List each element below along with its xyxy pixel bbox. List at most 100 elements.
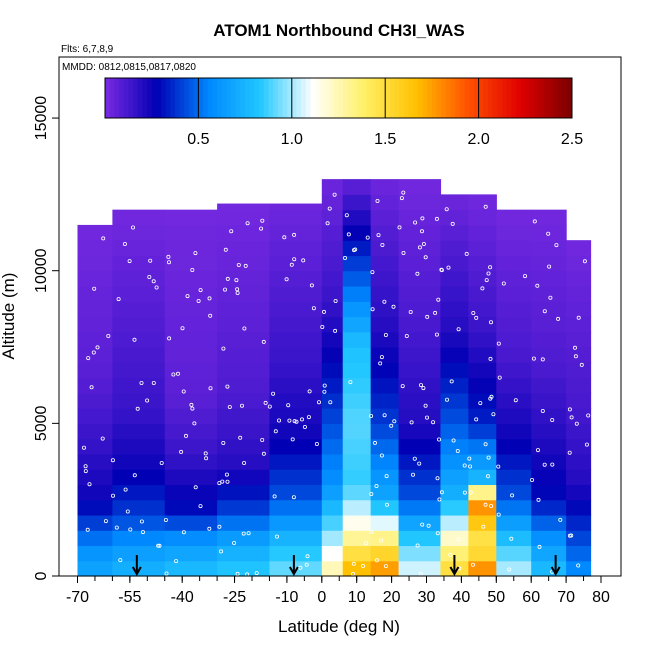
heat-cell <box>440 499 469 516</box>
sample-point <box>558 517 563 522</box>
heat-cell <box>269 545 323 562</box>
sample-point <box>307 389 312 394</box>
colorbar-segment <box>473 78 480 118</box>
heat-cell <box>440 484 469 501</box>
heat-cell <box>269 316 323 333</box>
colorbar-segment <box>525 78 531 118</box>
heat-cell <box>321 331 344 348</box>
sample-point <box>238 435 243 440</box>
colorbar-segment <box>263 78 269 118</box>
sample-point <box>439 268 444 273</box>
colorbar-segment <box>282 78 288 118</box>
heat-cell <box>77 301 113 318</box>
sample-point <box>401 190 406 195</box>
heat-cell <box>370 224 400 241</box>
sample-point <box>208 386 213 391</box>
heat-cell <box>112 392 166 409</box>
heat-cell <box>496 255 532 272</box>
sample-point <box>92 286 97 291</box>
sample-point <box>425 314 430 319</box>
heat-cell <box>370 453 400 470</box>
x-axis-label: Latitude (deg N) <box>278 617 400 636</box>
sample-point <box>540 357 545 362</box>
heat-cell <box>164 438 218 455</box>
heat-cell <box>342 194 372 211</box>
sample-point <box>537 544 542 549</box>
sample-point <box>261 451 266 456</box>
colorbar-segment <box>389 78 396 118</box>
heat-cell <box>531 270 567 287</box>
heat-cell <box>77 362 113 379</box>
colorbar-segment <box>445 78 452 118</box>
sample-point <box>289 262 294 267</box>
heat-cell <box>269 270 323 287</box>
heat-cell <box>370 514 400 531</box>
colorbar-segment <box>151 78 157 118</box>
heat-cell <box>217 285 271 302</box>
heat-cell <box>566 347 592 363</box>
sample-point <box>462 490 467 495</box>
sample-point <box>145 398 150 403</box>
heat-cell <box>164 240 218 257</box>
heat-cell <box>440 438 469 455</box>
heat-cell <box>531 301 567 318</box>
heat-cell <box>370 408 400 424</box>
heat-cell <box>566 484 592 501</box>
sample-point <box>242 460 247 465</box>
sample-point <box>95 345 100 350</box>
sample-point <box>370 307 375 312</box>
colorbar-segment <box>543 78 550 118</box>
y-tick-label: 0 <box>33 571 50 580</box>
colorbar-segment <box>245 78 251 118</box>
sample-point <box>246 531 251 536</box>
sample-point <box>372 440 377 445</box>
sample-point <box>497 375 502 380</box>
heat-cell <box>566 408 592 424</box>
heat-cell <box>77 331 113 348</box>
heat-cell <box>440 453 469 470</box>
heat-cell <box>468 377 497 394</box>
sample-point <box>383 332 388 337</box>
heat-cell <box>531 408 567 424</box>
heat-cell <box>531 469 567 486</box>
x-tick-label: 70 <box>557 589 575 606</box>
sample-point <box>418 383 423 388</box>
heat-cell <box>370 209 400 226</box>
heat-cell <box>112 270 166 287</box>
sample-point <box>140 530 145 535</box>
heat-cell <box>440 377 469 394</box>
heat-cell <box>398 209 442 226</box>
colorbar-segment <box>226 78 232 118</box>
colorbar-segment <box>534 78 540 118</box>
heat-cell <box>496 224 532 241</box>
arrow-markers <box>131 555 561 577</box>
sample-point <box>481 524 486 529</box>
sample-point <box>167 336 172 341</box>
sample-point <box>82 445 87 450</box>
sample-point <box>332 192 337 197</box>
heat-cell <box>77 270 113 287</box>
sample-point <box>122 241 127 246</box>
colorbar-segment <box>305 78 311 118</box>
sample-point <box>159 460 164 465</box>
sample-point <box>488 356 493 361</box>
sample-point <box>179 449 184 454</box>
heat-cell <box>269 377 323 394</box>
heat-cell <box>321 560 344 577</box>
x-tick-label: -55 <box>118 589 141 606</box>
heat-cell <box>440 545 469 562</box>
sample-point <box>351 561 356 566</box>
heat-cell <box>217 240 271 257</box>
sample-point <box>241 531 246 536</box>
colorbar-segment <box>249 78 255 118</box>
heat-cell <box>566 392 592 409</box>
colorbar-segment <box>352 78 358 118</box>
sample-point <box>421 386 426 391</box>
heat-cell <box>370 545 400 562</box>
sample-point <box>322 383 327 388</box>
sample-point <box>379 538 384 543</box>
heat-cell <box>566 377 592 394</box>
sample-point <box>389 423 394 428</box>
plot-frame <box>58 56 622 577</box>
heat-cell <box>217 255 271 272</box>
